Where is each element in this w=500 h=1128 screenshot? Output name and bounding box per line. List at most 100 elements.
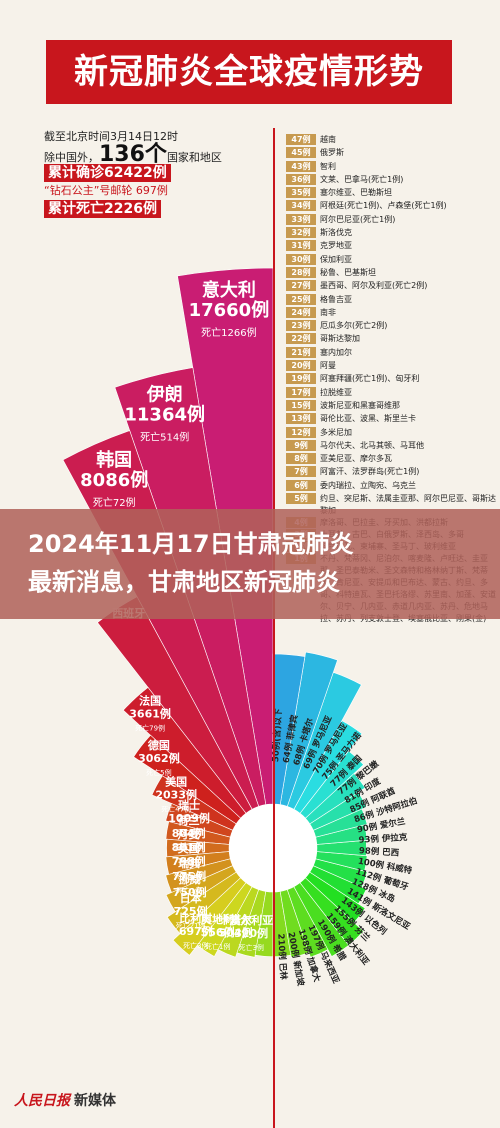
legend-row: 32例 斯洛伐克 — [286, 227, 496, 240]
legend-count-badge: 25例 — [286, 293, 316, 305]
legend-count-badge: 27例 — [286, 280, 316, 292]
rose-slice — [312, 858, 368, 888]
legend-country-names: 阿根廷(死亡1例)、卢森堡(死亡1例) — [320, 201, 447, 211]
slice-cases-label: 320例 — [234, 926, 268, 940]
legend-row: 20例 阿曼 — [286, 360, 496, 373]
legend-row: 47例 越南 — [286, 134, 496, 147]
page-title: 新冠肺炎全球疫情形势 — [46, 40, 452, 104]
legend-row: 28例 秘鲁、巴基斯坦 — [286, 266, 496, 280]
slice-deaths-label: 死亡514例 — [140, 431, 189, 444]
legend-country-names: 斯洛伐克 — [320, 228, 352, 238]
legend-country-names: 文莱、巴拿马(死亡1例) — [320, 174, 404, 184]
slice-cases-label: 775例 — [172, 869, 206, 883]
rose-slice — [165, 821, 231, 845]
legend-country-names: 马尔代夫、北马其顿、马耳他 — [320, 440, 424, 450]
deaths-total: 累计死亡2226例 — [44, 200, 161, 218]
slice-country-label: 荷兰 — [177, 813, 200, 827]
legend-row: 13例 哥伦比亚、波黑、斯里兰卡 — [286, 413, 496, 426]
slice-cases-label: 8086例 — [80, 469, 148, 491]
center-divider — [273, 128, 275, 1128]
legend-country-names: 哥斯达黎加 — [320, 334, 360, 344]
slice-cases-label: 556例 — [201, 925, 235, 939]
legend-row: 7例 阿富汗、法罗群岛(死亡1例) — [286, 466, 496, 479]
legend-country-names: 秘鲁、巴基斯坦 — [320, 267, 376, 277]
slice-deaths-label: 死亡1例 — [205, 942, 230, 951]
legend-row: 9例 马尔代夫、北马其顿、马耳他 — [286, 439, 496, 453]
legend-row: 30例 保加利亚 — [286, 253, 496, 267]
legend-count-badge: 43例 — [286, 160, 316, 172]
countries-count: 136个 — [99, 142, 167, 167]
legend-country-names: 墨西哥、阿尔及利亚(死亡2例) — [320, 281, 428, 291]
brand-logo: 人民日报 — [14, 1093, 70, 1109]
legend-row: 31例 克罗地亚 — [286, 240, 496, 253]
footer-logo: 人民日报 新媒体 — [14, 1090, 116, 1110]
legend-count-badge: 35例 — [286, 187, 316, 199]
slice-deaths-label: 死亡79例 — [135, 724, 165, 733]
slice-deaths-label: 死亡72例 — [93, 496, 136, 509]
legend-count-badge: 15例 — [286, 399, 316, 411]
slice-cases-label: 804例 — [172, 826, 206, 840]
legend-country-names: 厄瓜多尔(死亡2例) — [320, 321, 388, 331]
slice-country-label: 德国 — [147, 738, 170, 752]
legend-count-badge: 20例 — [286, 360, 316, 372]
legend-count-badge: 45例 — [286, 147, 316, 159]
legend-country-names: 亚美尼亚、摩尔多瓦 — [320, 454, 392, 464]
slice-cases-label: 725例 — [174, 904, 208, 918]
headline-line-1: 2024年11月17日甘肃冠肺炎 — [28, 530, 354, 558]
legend-country-names: 波斯尼亚和黑塞哥维那 — [320, 400, 400, 410]
legend-country-names: 格鲁吉亚 — [320, 294, 352, 304]
legend-row: 36例 文莱、巴拿马(死亡1例) — [286, 173, 496, 187]
slice-deaths-label: 死亡1266例 — [201, 326, 256, 339]
slice-country-label: 伊朗 — [146, 384, 183, 406]
legend-row: 45例 俄罗斯 — [286, 147, 496, 160]
legend-row: 6例 委内瑞拉、立陶宛、乌克兰 — [286, 479, 496, 493]
legend-row: 17例 拉脱维亚 — [286, 386, 496, 400]
slice-cases-label: 798例 — [172, 854, 206, 868]
slice-deaths-label: 死亡11例 — [174, 871, 204, 880]
legend-row: 24例 南非 — [286, 306, 496, 320]
legend-row: 22例 哥斯达黎加 — [286, 333, 496, 346]
legend-country-names: 拉脱维亚 — [320, 387, 352, 397]
slice-country-label: 法国 — [139, 694, 161, 708]
legend-row: 12例 多米尼加 — [286, 426, 496, 440]
slice-deaths-label: 死亡6例 — [176, 828, 201, 837]
slice-cases-label: 801例 — [172, 840, 206, 854]
slice-country-label: 韩国 — [96, 449, 132, 471]
slice-cases-label: 3062例 — [138, 751, 180, 765]
legend-row: 33例 阿尔巴尼亚(死亡1例) — [286, 213, 496, 227]
headline-banner: 2024年11月17日甘肃冠肺炎 最新消息，甘肃地区新冠肺炎 — [0, 509, 500, 619]
legend-country-names: 阿塞拜疆(死亡1例)、匈牙利 — [320, 374, 420, 384]
slice-country-label: 美国 — [165, 775, 187, 789]
slice-deaths-label: 死亡47例 — [161, 805, 191, 814]
legend-row: 15例 波斯尼亚和黑塞哥维那 — [286, 399, 496, 413]
rose-slice — [304, 871, 366, 924]
legend-country-names: 俄罗斯 — [320, 148, 344, 158]
legend-row: 19例 阿塞拜疆(死亡1例)、匈牙利 — [286, 373, 496, 386]
legend-count-badge: 12例 — [286, 426, 316, 438]
legend-count-badge: 17例 — [286, 386, 316, 398]
legend-row: 34例 阿根廷(死亡1例)、卢森堡(死亡1例) — [286, 200, 496, 213]
radial-country-label: 93例 伊拉克 — [358, 832, 408, 846]
headline-line-2: 最新消息，甘肃地区新冠肺炎 — [28, 568, 340, 596]
countries-prefix: 除中国外， — [44, 151, 99, 164]
legend-count-badge: 28例 — [286, 266, 316, 278]
legend-count-badge: 5例 — [286, 493, 316, 505]
legend-count-badge: 30例 — [286, 253, 316, 265]
ship-cases: “钻石公主”号邮轮 697例 — [44, 184, 168, 197]
rose-slice — [165, 803, 234, 838]
slice-country-label: 丹麦 — [178, 827, 201, 841]
slice-cases-label: 17660例 — [189, 299, 270, 321]
slice-cases-label: 1009例 — [168, 811, 210, 825]
legend-count-badge: 8例 — [286, 453, 316, 465]
radial-country-label: 210例 巴林 — [275, 933, 289, 980]
legend-count-badge: 6例 — [286, 479, 316, 491]
brand-media: 新媒体 — [74, 1093, 116, 1109]
slice-cases-label: 697例 — [179, 924, 213, 938]
legend-row: 8例 亚美尼亚、摩尔多瓦 — [286, 453, 496, 466]
slice-country-label: 奥地利 — [200, 912, 234, 926]
legend-row: 35例 塞尔维亚、巴勒斯坦 — [286, 187, 496, 200]
date-line: 截至北京时间3月14日12时 — [44, 130, 178, 143]
legend-country-names: 塞内加尔 — [320, 347, 352, 357]
legend-country-names: 委内瑞拉、立陶宛、乌克兰 — [320, 480, 416, 490]
